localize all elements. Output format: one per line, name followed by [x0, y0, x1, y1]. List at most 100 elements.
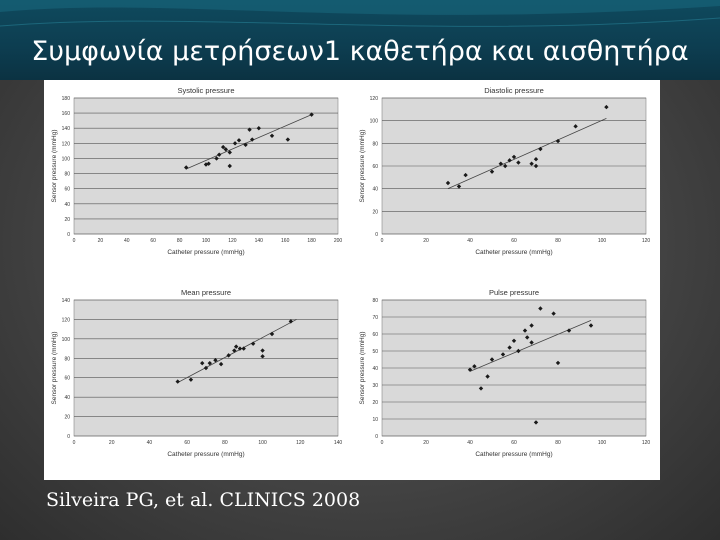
data-point: [472, 364, 477, 369]
data-point: [285, 137, 291, 142]
data-point: [309, 112, 314, 117]
trendline: [469, 320, 592, 372]
y-tick-label: 140: [62, 126, 71, 132]
banner-wave-decoration: [0, 0, 720, 27]
y-tick-label: 160: [62, 111, 71, 117]
chart-panel-2: 0 20 40 60 80 100 120 0 20 40 60 80 100 120 Diastolic …: [359, 86, 650, 256]
x-tick-label: 80: [177, 238, 183, 244]
y-tick-label: 80: [64, 356, 70, 362]
data-point: [200, 360, 205, 366]
data-point: [250, 137, 255, 142]
chart-panel-4: 0 10 20 30 40 50 60 70 80 0 20 40 60 80 100 120 Pulse pr…: [359, 288, 650, 458]
data-point: [256, 126, 261, 131]
y-axis-label: Sensor pressure (mmHg): [51, 332, 58, 405]
data-point: [533, 163, 539, 169]
y-tick-label: 60: [64, 187, 70, 193]
chart-title: Pulse pressure: [489, 288, 539, 297]
y-tick-label: 100: [370, 119, 379, 125]
x-tick-label: 20: [423, 238, 429, 244]
y-tick-label: 120: [62, 141, 71, 147]
y-tick-label: 100: [62, 156, 71, 162]
y-tick-label: 180: [62, 96, 71, 102]
x-tick-label: 100: [598, 440, 607, 446]
x-tick-label: 80: [555, 440, 561, 446]
y-tick-label: 20: [64, 415, 70, 421]
citation-caption: Silveira PG, et al. CLINICS 2008: [46, 489, 361, 511]
chart-panel-3: 0 20 40 60 80 100 120 140 0 20 40 60 80 100 120 140 Mean…: [51, 288, 342, 458]
data-point: [445, 180, 451, 186]
x-tick-label: 120: [642, 238, 651, 244]
x-axis-label: Catheter pressure (mmHg): [475, 451, 552, 458]
data-point: [511, 154, 517, 160]
y-tick-label: 120: [62, 317, 71, 323]
y-axis-label: Sensor pressure (mmHg): [51, 130, 58, 203]
x-tick-label: 20: [109, 440, 115, 446]
data-point: [243, 142, 248, 148]
x-tick-label: 200: [334, 238, 343, 244]
x-tick-label: 40: [147, 440, 153, 446]
data-point: [269, 133, 275, 138]
data-point: [203, 365, 209, 371]
data-point: [217, 152, 222, 157]
data-point: [250, 341, 256, 346]
data-point: [232, 348, 237, 353]
x-tick-label: 40: [124, 238, 130, 244]
data-point: [237, 346, 243, 351]
data-point: [485, 374, 490, 379]
y-tick-label: 0: [375, 434, 378, 440]
data-point: [184, 165, 189, 170]
x-tick-label: 140: [255, 238, 264, 244]
data-point: [489, 169, 495, 174]
y-tick-label: 80: [372, 141, 378, 147]
y-tick-label: 70: [372, 315, 378, 321]
y-tick-label: 10: [372, 417, 378, 423]
x-tick-label: 180: [307, 238, 316, 244]
x-tick-label: 40: [467, 440, 473, 446]
x-tick-label: 100: [258, 440, 267, 446]
data-point: [247, 127, 252, 132]
data-point: [566, 328, 572, 333]
data-point: [241, 346, 246, 351]
data-point: [207, 360, 212, 366]
title-banner: [0, 0, 720, 80]
y-tick-label: 0: [67, 434, 70, 440]
x-tick-label: 20: [423, 440, 429, 446]
y-tick-label: 120: [370, 96, 379, 102]
y-tick-label: 20: [372, 209, 378, 215]
y-tick-label: 40: [64, 395, 70, 401]
x-tick-label: 100: [598, 238, 607, 244]
y-tick-label: 60: [372, 164, 378, 170]
data-point: [533, 420, 539, 425]
data-point: [269, 331, 275, 337]
data-point: [206, 161, 211, 166]
y-tick-label: 80: [64, 172, 70, 178]
data-point: [555, 360, 561, 366]
x-tick-label: 0: [381, 440, 384, 446]
data-point: [218, 361, 224, 367]
data-point: [507, 345, 512, 350]
data-point: [226, 353, 231, 358]
chart-panel-1: 0 20 40 60 80 100 120 140 160 180 0 20 40 60 80 100 120 1…: [51, 86, 342, 256]
x-axis-label: Catheter pressure (mmHg): [167, 451, 244, 458]
y-axis-label: Sensor pressure (mmHg): [359, 130, 366, 203]
y-tick-label: 40: [64, 202, 70, 208]
data-point: [522, 328, 528, 333]
data-point: [220, 144, 226, 150]
data-point: [489, 357, 495, 362]
x-tick-label: 160: [281, 238, 290, 244]
data-point: [223, 147, 228, 152]
y-axis-label: Sensor pressure (mmHg): [359, 332, 366, 405]
data-point: [498, 161, 503, 166]
data-point: [456, 184, 462, 189]
y-tick-label: 0: [375, 232, 378, 238]
data-point: [503, 163, 508, 169]
y-tick-label: 40: [372, 187, 378, 193]
x-tick-label: 0: [73, 440, 76, 446]
figure-panel: 0 20 40 60 80 100 120 140 160 180 0 20 40 60 80 100 120 1…: [44, 80, 660, 480]
data-point: [188, 377, 194, 382]
x-tick-label: 60: [511, 238, 517, 244]
data-point: [233, 344, 239, 349]
y-tick-label: 20: [372, 400, 378, 406]
x-tick-label: 0: [381, 238, 384, 244]
